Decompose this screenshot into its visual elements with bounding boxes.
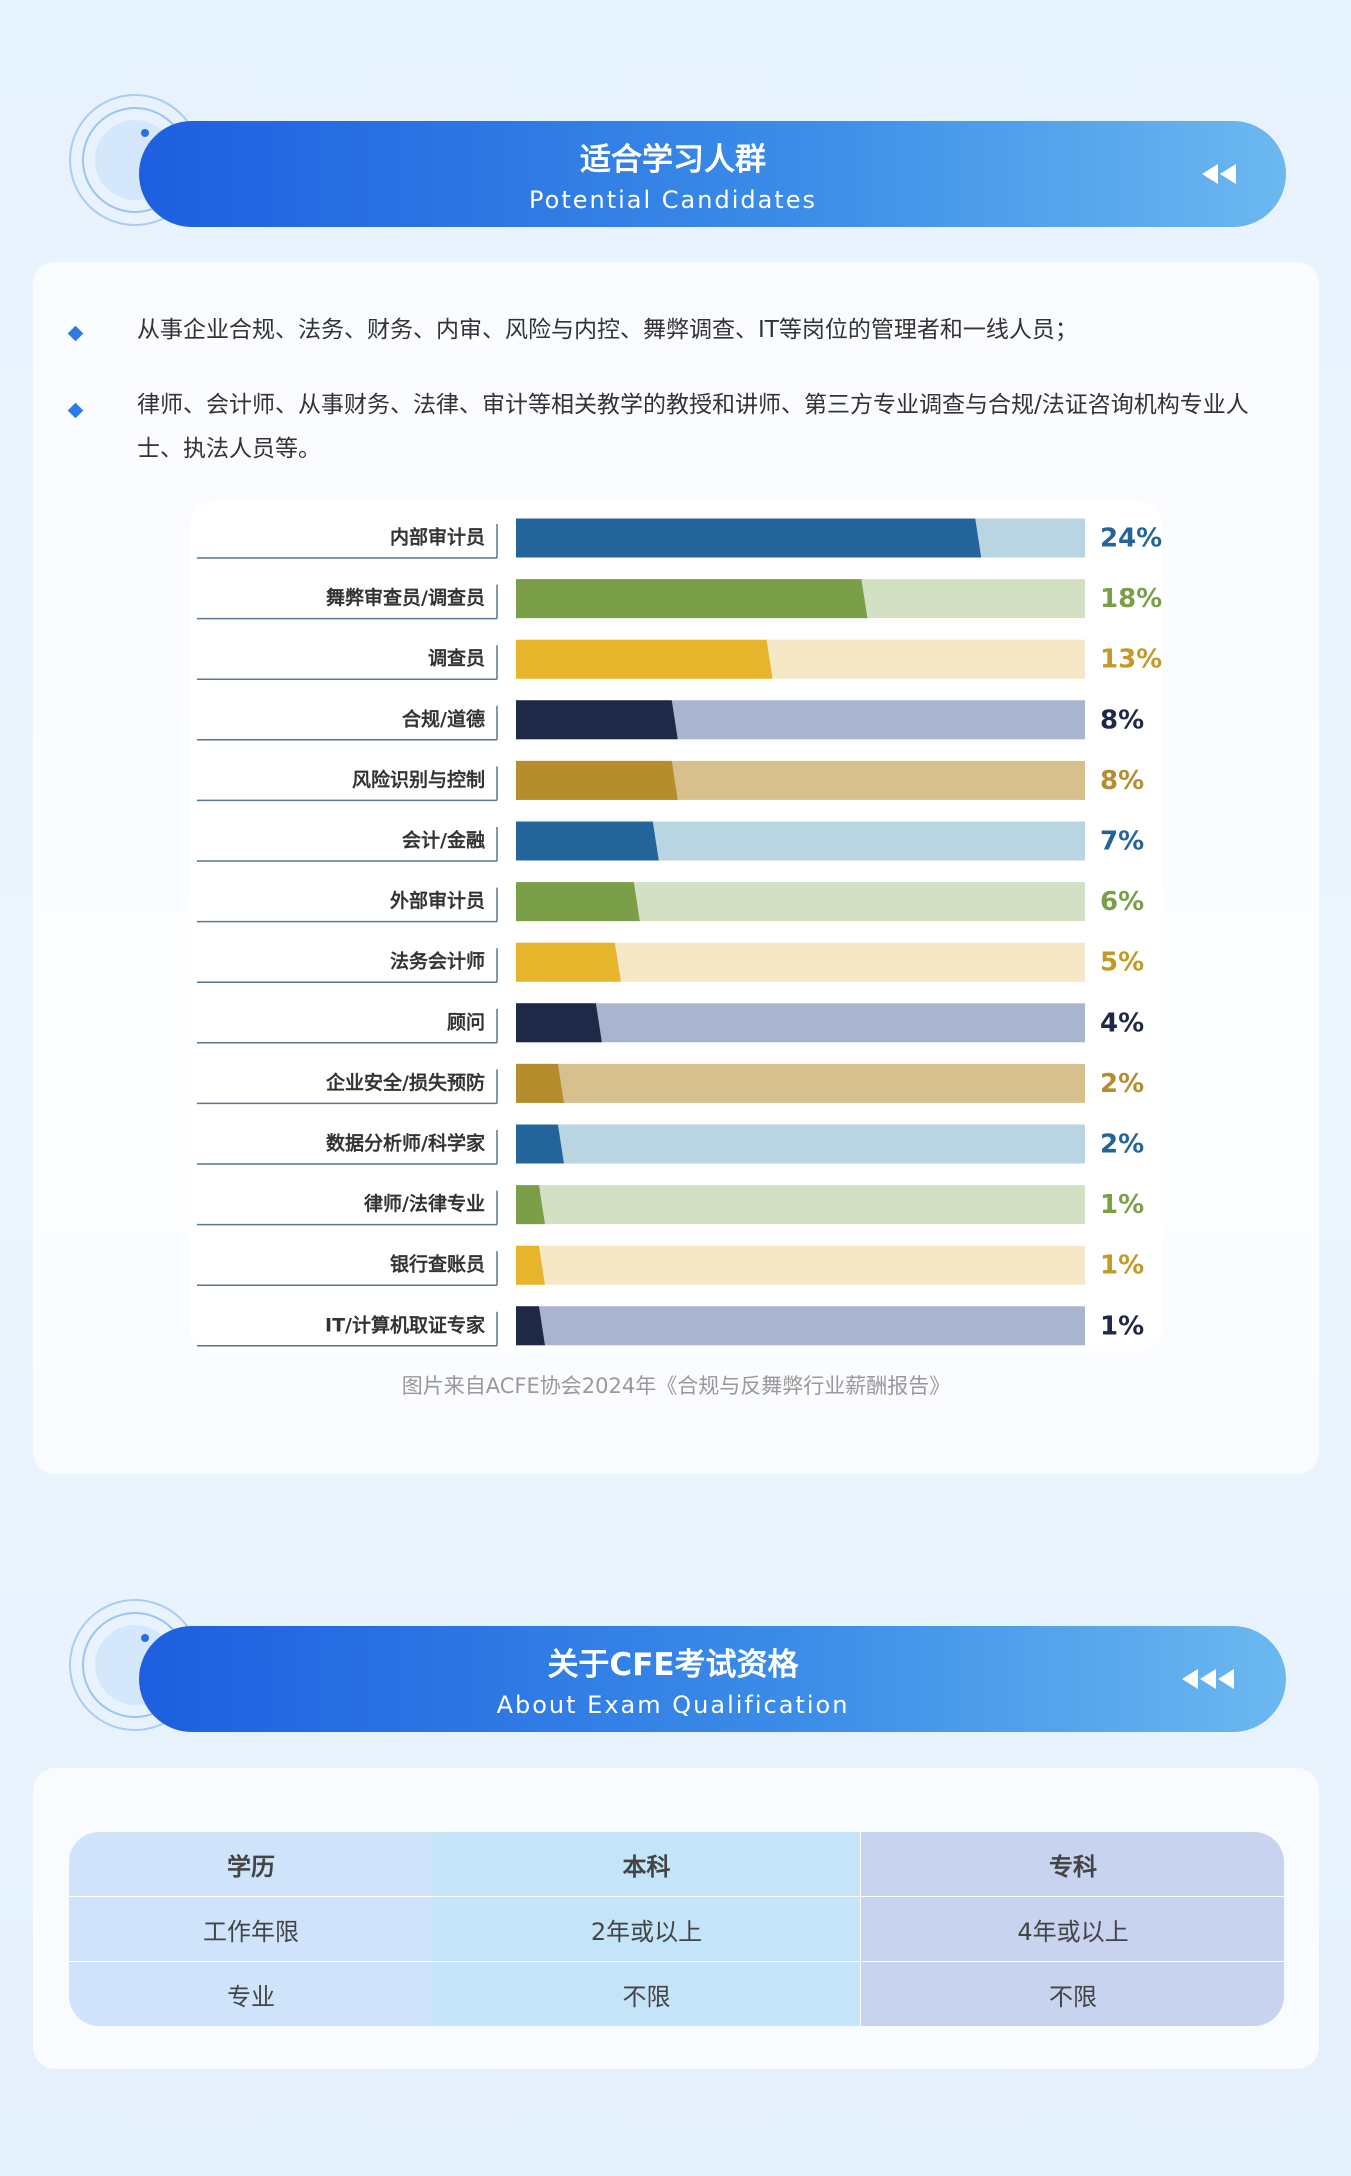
bar-track <box>516 1124 1085 1164</box>
bar <box>516 760 678 800</box>
section-subtitle: Potential Candidates <box>529 186 817 214</box>
chart: 内部审计员 24% 舞弊审查员/调查员 18% 调查员 13% 合规/道德 8% 风险识别与控制… <box>197 518 1163 1347</box>
table-cell: 不限 <box>860 1962 1284 2026</box>
category-label: 外部审计员 <box>390 889 485 912</box>
bullet-text: 律师、会计师、从事财务、法律、审计等相关教学的教授和讲师、第三方专业调查与合规/… <box>137 392 1249 462</box>
value-label: 24% <box>1100 524 1162 554</box>
category-label: IT/计算机取证专家 <box>325 1313 486 1336</box>
category-label: 数据分析师/科学家 <box>326 1132 486 1155</box>
bar <box>516 1003 602 1043</box>
table-cell: 工作年限 <box>69 1897 433 1962</box>
bar <box>516 639 773 679</box>
category-label: 银行查账员 <box>390 1253 485 1276</box>
bar <box>516 1063 564 1103</box>
section-subtitle: About Exam Qualification <box>496 1691 850 1719</box>
bar-track <box>516 1003 1085 1043</box>
section-header <box>139 121 1286 227</box>
value-label: 5% <box>1100 948 1144 978</box>
bar <box>516 1185 545 1225</box>
value-label: 2% <box>1100 1130 1144 1160</box>
bar <box>516 821 659 861</box>
arrow-icon <box>1182 1669 1234 1689</box>
table-cell: 4年或以上 <box>860 1897 1284 1962</box>
table-header-cell: 专科 <box>860 1832 1284 1897</box>
bar-track <box>516 1063 1085 1103</box>
value-label: 4% <box>1100 1008 1144 1038</box>
category-label: 会计/金融 <box>402 829 485 852</box>
value-label: 1% <box>1100 1311 1144 1341</box>
category-label: 风险识别与控制 <box>352 768 485 791</box>
section-title: 关于CFE考试资格 <box>547 1647 799 1683</box>
caption: 图片来自ACFE协会2024年《合规与反舞弊行业薪酬报告》 <box>401 1374 951 1398</box>
section-title: 适合学习人群 <box>580 142 766 178</box>
category-label: 企业安全/损失预防 <box>325 1071 485 1094</box>
category-label: 合规/道德 <box>402 707 485 730</box>
bar <box>516 1245 545 1285</box>
value-label: 18% <box>1100 584 1162 614</box>
value-label: 1% <box>1100 1190 1144 1220</box>
value-label: 8% <box>1100 705 1144 735</box>
value-label: 2% <box>1100 1069 1144 1099</box>
table-cell: 2年或以上 <box>433 1897 860 1961</box>
bar <box>516 1124 564 1164</box>
value-label: 13% <box>1100 645 1162 675</box>
table-cell: 不限 <box>433 1962 860 2026</box>
bar <box>516 579 868 619</box>
table-cell: 专业 <box>69 1962 433 2026</box>
table-header-cell: 学历 <box>69 1832 433 1897</box>
value-label: 7% <box>1100 827 1144 857</box>
category-label: 舞弊审查员/调查员 <box>326 586 485 609</box>
bar-track <box>516 1185 1085 1225</box>
bar-track <box>516 1245 1085 1285</box>
bar <box>516 518 982 558</box>
category-label: 内部审计员 <box>390 526 485 549</box>
bar-track <box>516 1306 1085 1346</box>
bar <box>516 700 678 740</box>
category-label: 顾问 <box>447 1011 485 1033</box>
table-header-cell: 本科 <box>433 1832 860 1896</box>
bullet-text: 从事企业合规、法务、财务、内审、风险与内控、舞弊调查、IT等岗位的管理者和一线人… <box>137 317 1078 343</box>
value-label: 6% <box>1100 887 1144 917</box>
category-label: 法务会计师 <box>390 950 485 973</box>
bar <box>516 882 640 922</box>
category-label: 调查员 <box>428 647 485 670</box>
table: 学历 本科 专科 工作年限 2年或以上 4年或以上 专业 不限 不限 <box>69 1832 1284 2026</box>
bar <box>516 942 621 982</box>
arrow-icon <box>1202 164 1236 184</box>
value-label: 1% <box>1100 1251 1144 1281</box>
section-header <box>139 1626 1286 1732</box>
bar <box>516 1306 545 1346</box>
value-label: 8% <box>1100 766 1144 796</box>
category-label: 律师/法律专业 <box>363 1192 485 1215</box>
